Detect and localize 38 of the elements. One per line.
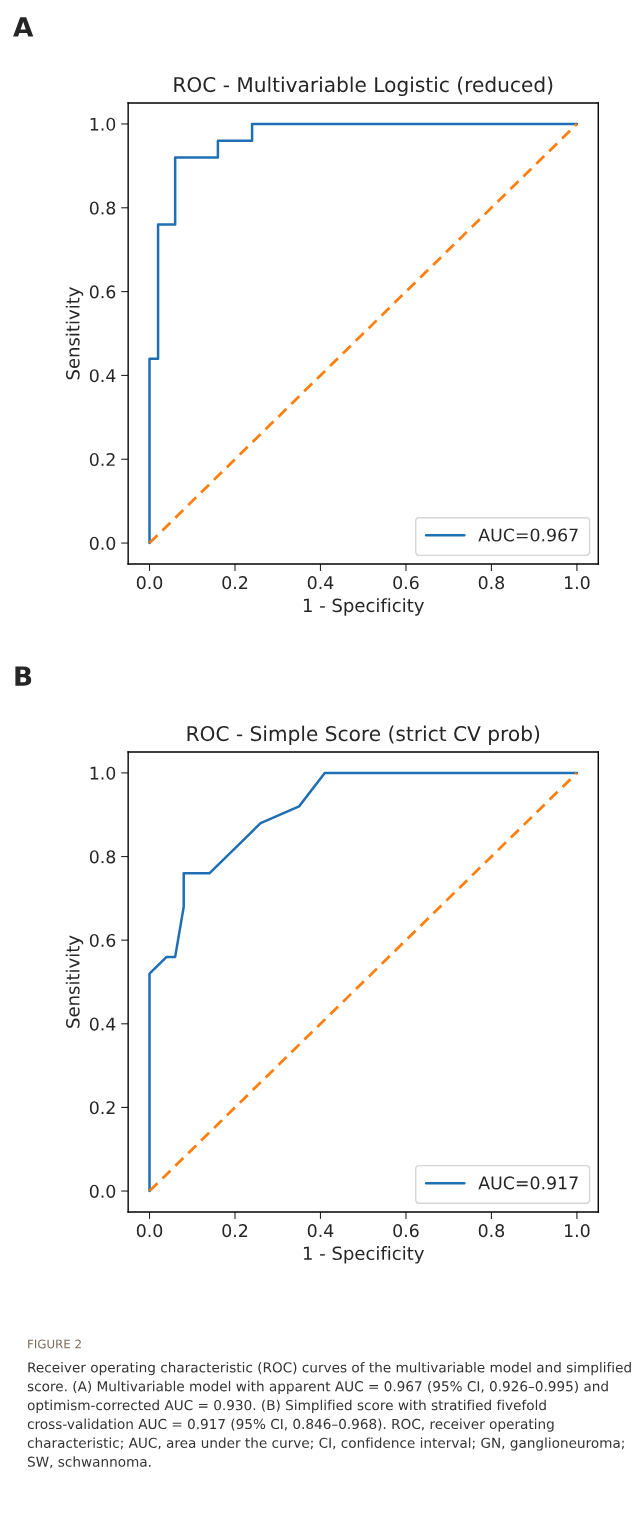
x-tick-label: 0.2	[222, 576, 248, 590]
chart-title: ROC - Multivariable Logistic (reduced)	[174, 76, 553, 97]
x-tick-label: 0.6	[393, 576, 419, 590]
x-tick-label: 0.8	[478, 1224, 505, 1238]
x-axis-title: 1 - Specificity	[303, 1246, 424, 1264]
x-tick-label: 0.4	[307, 1224, 334, 1238]
y-tick-label: 0.6	[89, 285, 116, 299]
x-tick-label: 0.0	[136, 576, 163, 590]
caption: FIGURE 2	[28, 1339, 81, 1349]
x-tick-label: 0.0	[136, 1224, 163, 1238]
y-tick-label: 1.0	[90, 766, 116, 780]
x-tick-label: 1.0	[565, 576, 590, 590]
text: Receiver operating characteristic (ROC) curves of the multivariable model and simplified score. (A) Multivariable model with apparent AUC = 0.967 (95% CI, 0.926–0.995) and optimism-corrected AUC = 0.930. (B) Simplified score with stratified fivefold cross-validation AUC = 0.917 (95% CI, 0.846–0.968). ROC, receiver operating characteristic; AUC, area under the curve; CI, confidence interval; GN, ganglioneuroma; SW, schwannoma.	[27, 1362, 631, 1469]
y-tick-label: 0.2	[89, 1101, 115, 1115]
y-axis-title: Sensitivity	[65, 287, 84, 380]
y-axis-title: Sensitivity	[65, 935, 84, 1028]
legend-label: AUC=0.917	[478, 1176, 578, 1190]
x-tick-label: 0.2	[222, 1224, 248, 1238]
y-tick-label: 0.0	[89, 1184, 116, 1198]
y-tick-label: 0.4	[89, 1017, 116, 1031]
y-tick-label: 0.8	[89, 850, 116, 864]
y-tick-label: 0.4	[89, 369, 116, 383]
y-tick-label: 0.8	[89, 201, 116, 215]
line-series	[148, 771, 579, 1193]
y-tick-label: 0.2	[89, 452, 115, 467]
line-series	[148, 122, 579, 545]
chart-title: ROC - Simple Score (strict CV prob)	[187, 725, 540, 746]
x-tick-label: 0.4	[307, 576, 334, 590]
x-tick-label: 0.6	[393, 1224, 419, 1238]
text: A	[13, 17, 34, 37]
y-tick-label: 0.6	[89, 933, 116, 948]
x-tick-label: 0.8	[478, 576, 505, 590]
x-tick-label: 1.0	[565, 1224, 590, 1238]
y-tick-label: 1.0	[90, 117, 116, 131]
legend-label: AUC=0.967	[478, 528, 578, 542]
y-tick-label: 0.0	[89, 536, 116, 550]
text: B	[15, 666, 32, 686]
x-axis-title: 1 - Specificity	[303, 598, 424, 616]
